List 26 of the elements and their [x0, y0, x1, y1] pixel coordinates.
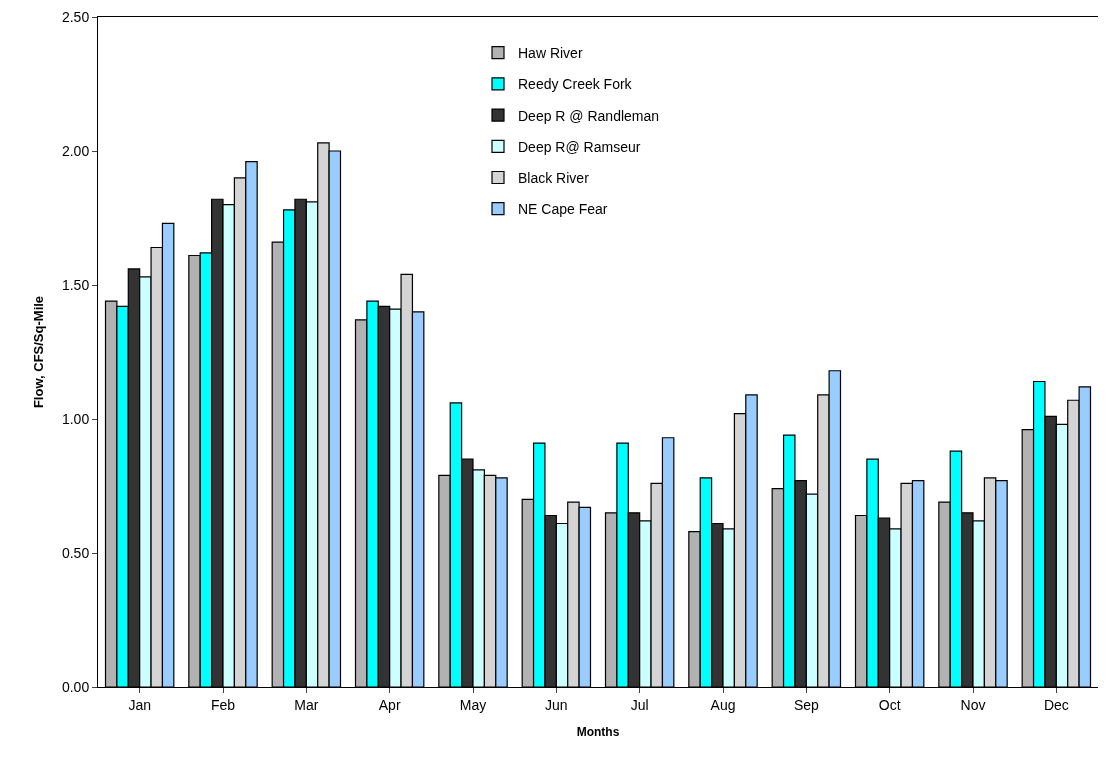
legend-label: Deep R @ Randleman [518, 107, 660, 124]
x-tick-label: Aug [710, 696, 736, 713]
y-tick-label: 1.00 [61, 410, 90, 427]
x-axis-title: Months [576, 724, 620, 739]
y-tick-label: 0.00 [61, 678, 90, 695]
legend-label: Reedy Creek Fork [518, 76, 633, 93]
x-tick-label: Jun [545, 696, 568, 713]
y-tick-label: 0.50 [61, 544, 90, 561]
x-tick-label: Oct [878, 696, 901, 713]
y-tick-label: 2.00 [61, 142, 90, 159]
x-tick-label: May [459, 696, 487, 713]
x-tick-label: Mar [294, 696, 319, 713]
legend-label: Haw River [518, 45, 583, 62]
y-tick-label: 1.50 [61, 276, 90, 293]
x-tick-label: Jul [630, 696, 649, 713]
x-tick-label: Apr [378, 696, 401, 713]
y-tick-label: 2.50 [61, 8, 90, 25]
y-axis-title: Flow, CFS/Sq-Mile [30, 295, 46, 409]
x-tick-label: Jan [128, 696, 151, 713]
x-tick-label: Dec [1043, 696, 1069, 713]
x-tick-label: Feb [210, 696, 236, 713]
legend-label: NE Cape Fear [518, 201, 608, 218]
x-tick-label: Sep [793, 696, 819, 713]
legend-label: Deep R@ Ramseur [518, 138, 641, 155]
x-tick-label: Nov [960, 696, 986, 713]
legend-label: Black River [518, 169, 590, 186]
